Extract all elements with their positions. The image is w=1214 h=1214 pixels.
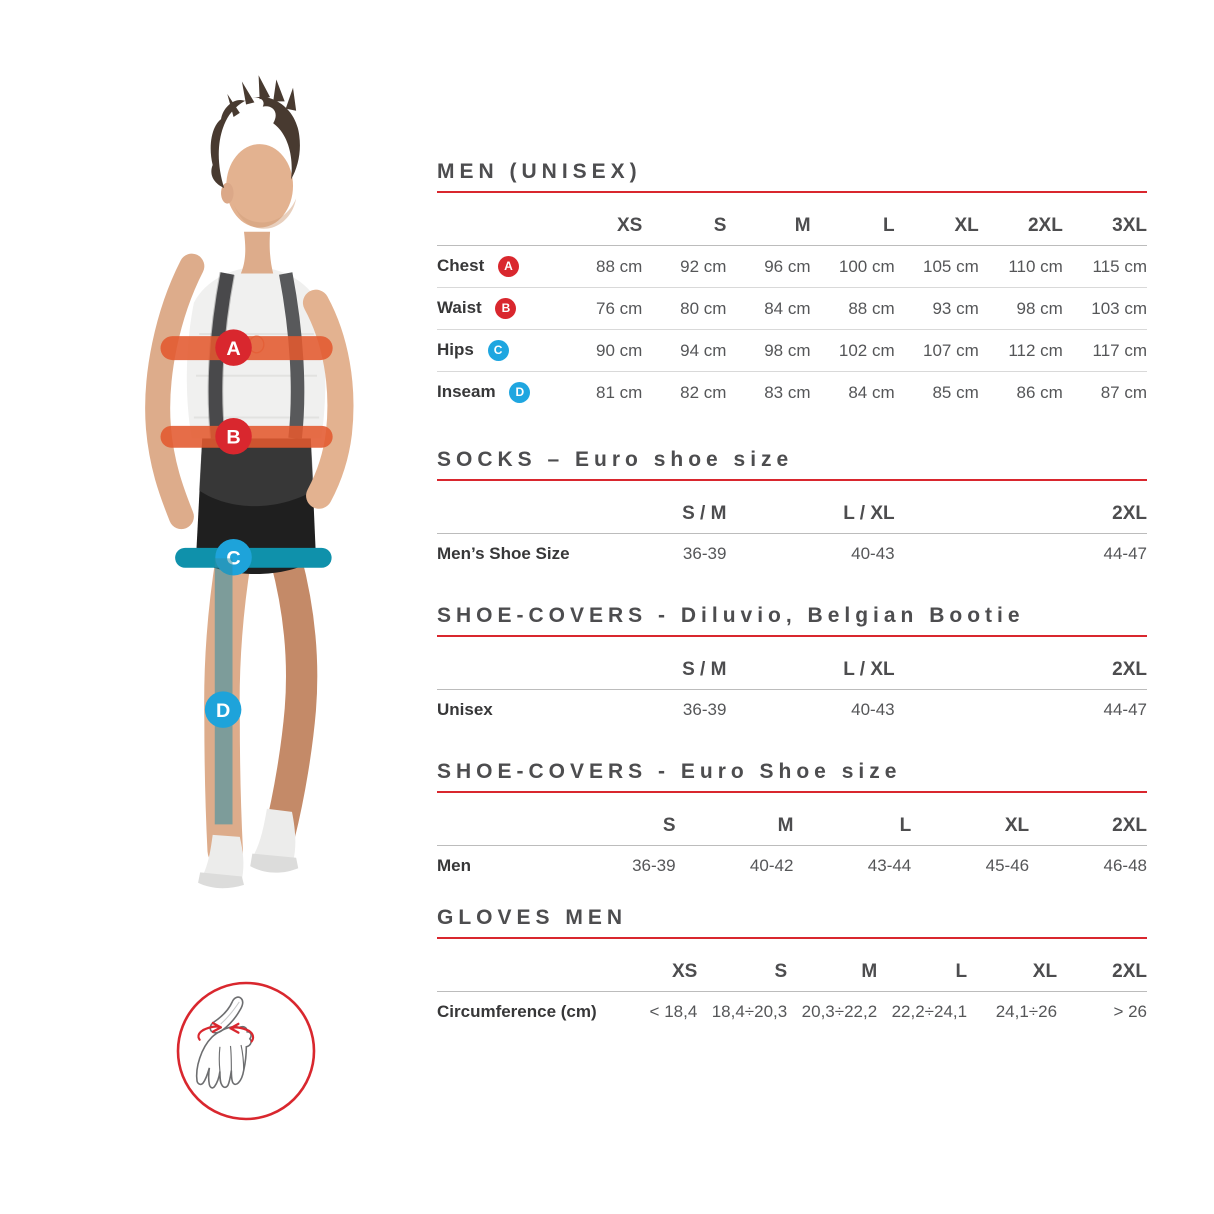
svg-text:A: A <box>226 338 240 360</box>
svg-text:D: D <box>216 700 230 722</box>
svg-text:B: B <box>226 427 240 449</box>
